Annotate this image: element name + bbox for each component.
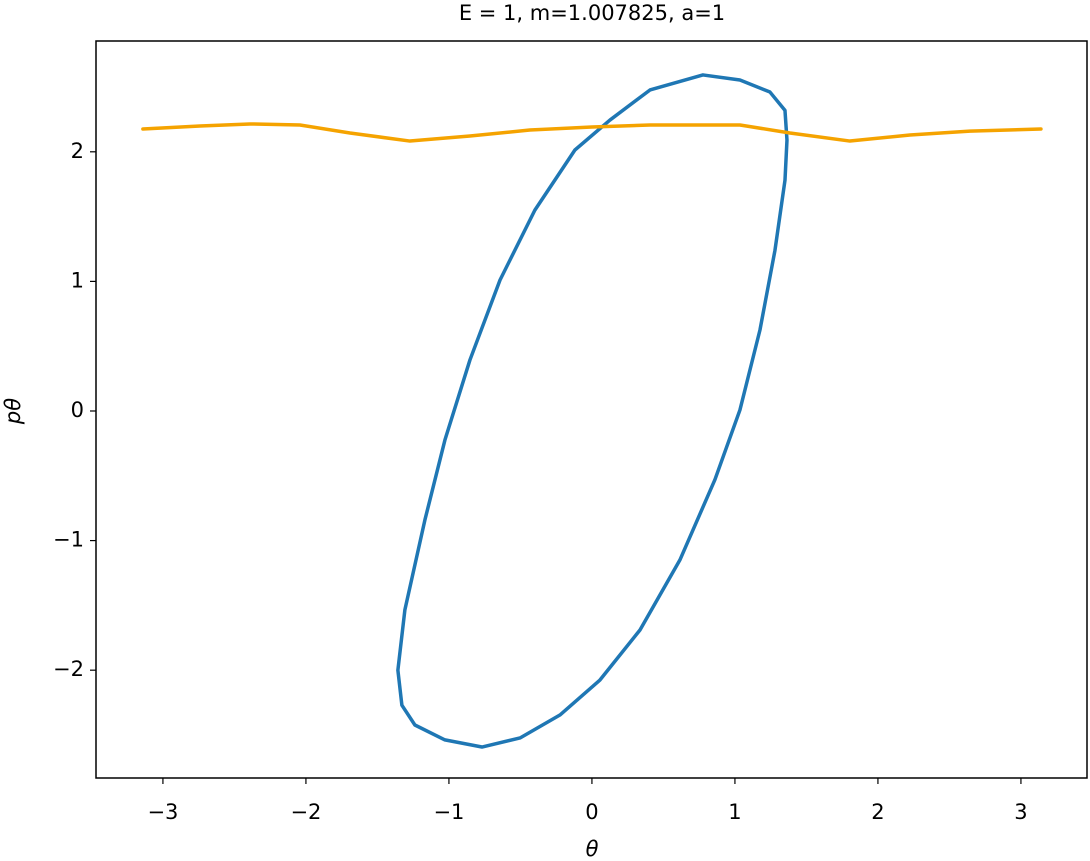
x-tick-label: 3 <box>1014 800 1027 824</box>
plot-frame <box>95 40 1088 779</box>
y-axis-label: pθ <box>1 398 25 425</box>
x-tick-label: −1 <box>433 800 464 824</box>
chart-title: E = 1, m=1.007825, a=1 <box>459 1 725 25</box>
x-tick-label: −3 <box>147 800 178 824</box>
y-tick-label: 2 <box>71 139 84 163</box>
x-tick-label: 2 <box>871 800 884 824</box>
data-line <box>396 73 789 749</box>
x-tick-label: 1 <box>728 800 741 824</box>
y-tick-label: −2 <box>53 657 84 681</box>
x-tick-label: 0 <box>585 800 598 824</box>
x-axis-label: θ <box>586 837 599 861</box>
y-tick-label: 1 <box>71 268 84 292</box>
y-tick-label: 0 <box>71 398 84 422</box>
y-tick-label: −1 <box>53 528 84 552</box>
data-line <box>141 122 1043 143</box>
x-tick-label: −2 <box>290 800 321 824</box>
